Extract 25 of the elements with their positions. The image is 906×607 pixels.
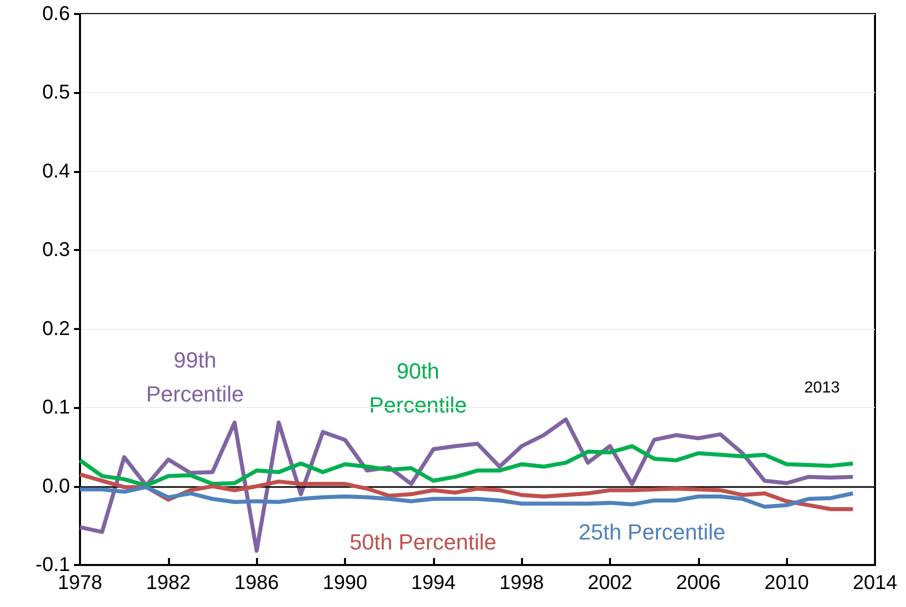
text: 90th Percentile [369,358,467,418]
annotation: 2013 [804,380,840,396]
x-tick-label: 1998 [499,572,544,594]
x-tick-label: 2014 [852,572,898,594]
y-tick-label: 0.6 [42,3,70,25]
x-tick-label: 1990 [322,572,368,594]
x-tick-label: 1994 [411,572,456,594]
y-tick-label: 0.0 [42,475,70,498]
x-tick-label: 1982 [146,572,191,594]
line-series [78,444,855,488]
series-label: 25th Percentile [578,520,726,544]
x-tick-label: 2010 [764,572,809,594]
series-label: 50th Percentile [350,530,496,554]
y-tick-label: 0.1 [42,396,70,419]
x-tick-label: 2002 [588,572,632,594]
x-tick-label: 1986 [234,572,279,594]
y-tick-label: 0.4 [42,160,70,182]
series-label: 99th Percentile [146,348,244,406]
y-tick-label: 0.3 [42,239,70,262]
y-tick-label: 0.2 [42,318,70,340]
line-series [78,485,855,509]
line-series [78,417,855,553]
line-series [78,472,855,512]
y-tick-label: 0.5 [42,82,70,104]
x-tick-label: 2006 [676,572,721,594]
